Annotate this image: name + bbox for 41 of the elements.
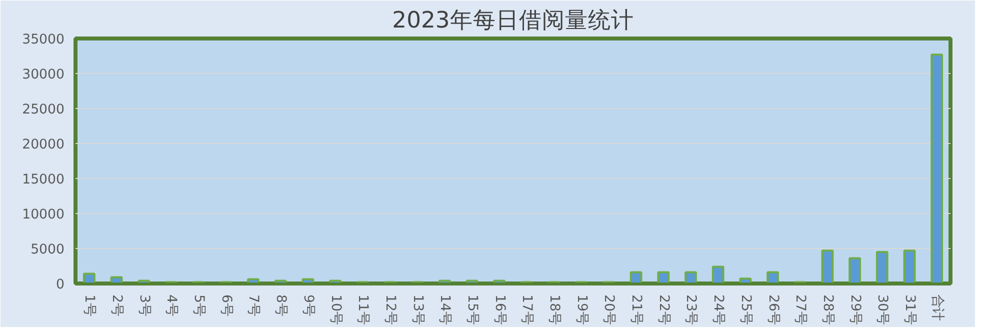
- y-tick-label: 20000: [22, 138, 65, 152]
- x-tick-label: 15号: [464, 294, 480, 324]
- x-tick-label: 10号: [328, 294, 343, 324]
- x-tick-label: 13号: [410, 294, 425, 324]
- x-tick-label: 6号: [218, 294, 234, 316]
- x-tick-label: 22号: [656, 294, 671, 324]
- x-tick-label: 17号: [519, 294, 534, 324]
- x-tick-label: 26号: [765, 294, 780, 324]
- x-tick-label: 16号: [492, 294, 507, 324]
- x-tick-label: 3号: [136, 294, 152, 316]
- x-tick-label: 7号: [246, 294, 261, 316]
- x-tick-label: 4号: [164, 294, 179, 316]
- y-tick-label: 25000: [22, 102, 65, 118]
- x-tick-label: 18号: [546, 294, 562, 324]
- x-tick-label: 14号: [437, 294, 452, 324]
- x-tick-label: 2号: [109, 294, 124, 316]
- x-tick-label: 29号: [847, 294, 862, 324]
- x-tick-label: 8号: [273, 294, 288, 316]
- y-tick-label: 10000: [22, 208, 65, 222]
- y-tick-label: 0: [56, 278, 65, 292]
- x-tick-label: 27号: [792, 294, 808, 324]
- y-tick-label: 35000: [22, 32, 65, 48]
- x-tick-label: 20号: [601, 294, 616, 324]
- chart-title: 2023年每日借阅量统计: [392, 8, 634, 34]
- x-tick-label: 11号: [355, 294, 370, 324]
- y-tick-label: 30000: [22, 68, 65, 82]
- x-tick-label: 合计: [929, 294, 944, 320]
- x-tick-label: 9号: [300, 294, 316, 316]
- x-tick-label: 1号: [82, 294, 97, 316]
- x-tick-label: 23号: [683, 294, 698, 324]
- x-tick-label: 28号: [820, 294, 835, 324]
- x-tick-label: 30号: [874, 294, 890, 324]
- y-tick-label: 15000: [22, 172, 65, 188]
- x-tick-label: 19号: [574, 294, 589, 324]
- x-tick-label: 5号: [191, 294, 206, 316]
- x-tick-label: 21号: [628, 294, 644, 324]
- x-tick-label: 24号: [710, 294, 726, 324]
- x-tick-label: 12号: [382, 294, 398, 324]
- y-tick-label: 5000: [30, 242, 65, 258]
- x-tick-label: 25号: [738, 294, 753, 324]
- x-tick-label: 31号: [902, 294, 917, 324]
